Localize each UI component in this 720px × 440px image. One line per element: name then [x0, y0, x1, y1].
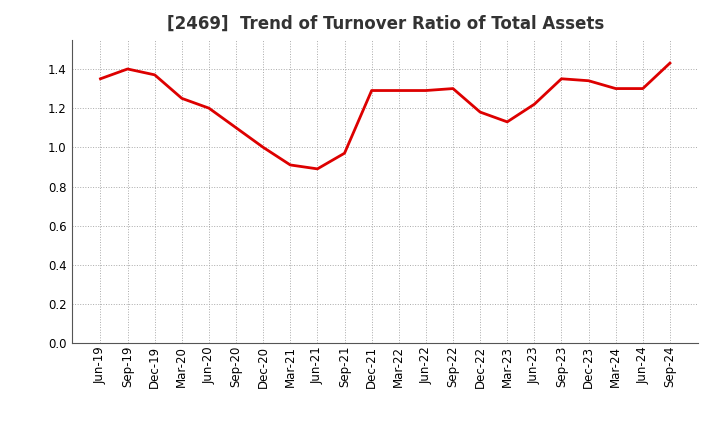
Title: [2469]  Trend of Turnover Ratio of Total Assets: [2469] Trend of Turnover Ratio of Total …: [166, 15, 604, 33]
